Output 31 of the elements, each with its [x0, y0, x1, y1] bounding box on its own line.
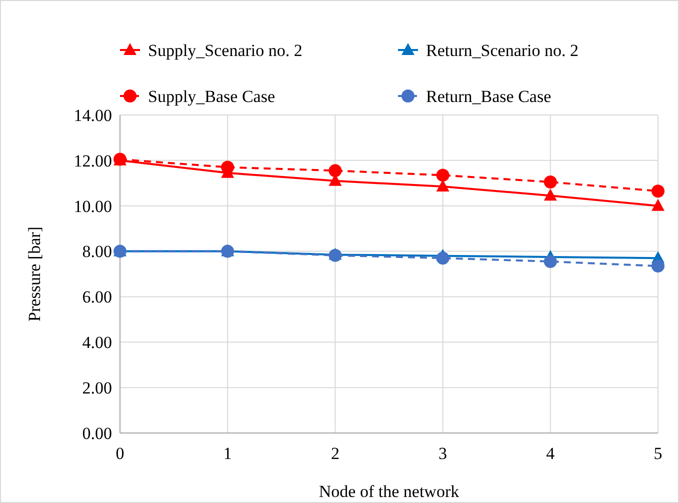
x-axis-title: Node of the network [318, 482, 460, 501]
point [652, 184, 664, 198]
y-tick-label: 12.00 [74, 151, 112, 170]
y-axis-title: Pressure [bar] [25, 226, 44, 322]
y-tick-label: 6.00 [82, 288, 112, 307]
point [436, 168, 450, 182]
legend-label: Return_Scenario no. 2 [426, 40, 578, 60]
x-tick-label: 1 [223, 444, 232, 463]
legend-label: Return_Base Case [426, 86, 552, 106]
y-tick-label: 4.00 [82, 333, 112, 352]
point [652, 260, 664, 273]
x-tick-label: 5 [654, 444, 662, 463]
y-tick-label: 14.00 [74, 106, 112, 125]
x-tick-label: 2 [330, 444, 340, 463]
y-tick-label: 8.00 [82, 242, 112, 262]
point [436, 180, 450, 192]
x-tick-label: 0 [116, 444, 124, 463]
point [544, 188, 557, 201]
y-tick-label: 0.00 [82, 424, 112, 443]
point [544, 176, 557, 189]
x-tick-label: 3 [438, 444, 448, 463]
y-tick-label: 2.00 [82, 378, 112, 398]
point [544, 255, 557, 268]
point [436, 252, 450, 265]
legend-label: Supply_Scenario no. 2 [148, 40, 302, 60]
point [221, 160, 234, 174]
point [328, 164, 342, 178]
x-tick-label: 4 [546, 444, 556, 463]
point [652, 198, 664, 211]
y-tick-label: 10.00 [74, 196, 112, 216]
legend-label: Supply_Base Case [148, 86, 276, 106]
